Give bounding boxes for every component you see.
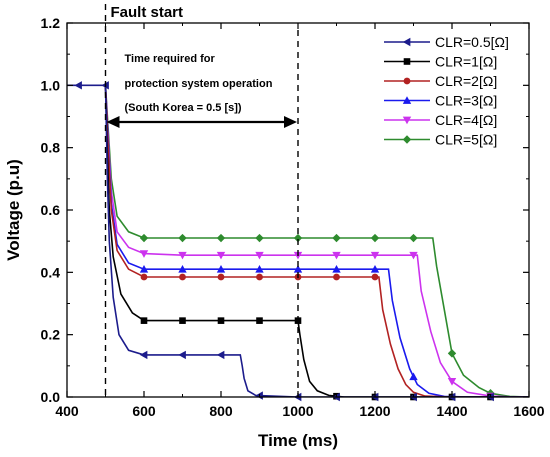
series-0-point-4 [216, 350, 225, 360]
series-2-point-2 [217, 273, 225, 281]
series-3-point-5 [332, 265, 341, 273]
series-3-point-3 [255, 265, 264, 273]
series-3-point-2 [216, 265, 226, 273]
annotations-layer: Fault start Time required for protection… [104, 4, 299, 397]
series-1-point-3 [256, 317, 263, 324]
series-4-point-1 [178, 251, 187, 260]
series-5-point-3 [255, 233, 264, 243]
series-1-point-2 [217, 317, 225, 324]
fault-start-label: Fault start [111, 4, 184, 21]
legend-label-4: CLR=4[Ω] [435, 112, 497, 128]
y-tick-label-1: 0.2 [41, 327, 61, 343]
series-5-point-0 [139, 233, 149, 243]
x-tick-label-1: 600 [132, 403, 156, 419]
series-2-point-1 [179, 273, 186, 281]
series-3-point-6 [370, 265, 380, 273]
legend-marker-0 [402, 37, 411, 47]
legend-marker-2 [403, 77, 411, 85]
x-tick-label-6: 1600 [513, 403, 544, 419]
series-3-point-0 [139, 265, 149, 273]
series-1-point-0 [140, 317, 148, 324]
x-tick-label-5: 1400 [436, 403, 467, 419]
series-5-point-6 [370, 233, 380, 243]
axes-layer: 400 600 800 1000 1200 1400 1600 0.0 0.2 0.4 0.6 0.8… [41, 15, 545, 419]
y-axis-title: Voltage (p.u) [4, 159, 23, 261]
series-3-point-1 [178, 265, 187, 273]
y-tick-label-5: 1.0 [41, 77, 61, 93]
x-axis-title: Time (ms) [258, 431, 338, 450]
y-tick-label-0: 0.0 [41, 389, 61, 405]
x-tick-label-3: 1000 [282, 403, 313, 419]
legend: CLR=0.5[Ω] CLR=1[Ω] CLR=2[Ω] CLR=3[Ω] CLR=4[… [384, 34, 509, 148]
series-4-point-2 [216, 251, 226, 260]
series-5-point-5 [332, 233, 341, 243]
series-5-point-2 [216, 233, 226, 243]
legend-marker-3 [402, 96, 412, 104]
series-4-point-3 [255, 251, 264, 260]
legend-marker-1 [403, 58, 411, 65]
series-0-point-3 [178, 350, 186, 360]
series-4-point-7 [409, 251, 418, 260]
series-4-point-6 [370, 251, 380, 260]
series-5-point-4 [293, 233, 303, 243]
series-2-point-6 [371, 273, 379, 281]
series-3-point-7 [409, 372, 418, 381]
legend-label-3: CLR=3[Ω] [435, 93, 497, 109]
series-4-point-5 [332, 251, 341, 260]
series-2-point-0 [140, 273, 148, 281]
protection-text-line3: (South Korea = 0.5 [s]) [125, 102, 242, 114]
series-3-point-4 [293, 265, 303, 273]
series-line-4 [104, 85, 529, 397]
series-2-point-3 [256, 273, 263, 281]
y-tick-label-6: 1.2 [41, 15, 61, 31]
series-5-point-7 [409, 233, 418, 243]
series-2-point-5 [333, 273, 340, 281]
protection-text-line1: Time required for [125, 53, 216, 65]
series-5-point-1 [178, 233, 187, 243]
legend-label-5: CLR=5[Ω] [435, 132, 497, 148]
x-tick-label-4: 1200 [359, 403, 390, 419]
series-markers-layer [74, 81, 495, 402]
series-line-5 [104, 85, 529, 397]
legend-label-0: CLR=0.5[Ω] [435, 34, 509, 50]
legend-marker-5 [402, 135, 412, 144]
y-tick-label-3: 0.6 [41, 202, 61, 218]
series-0-point-2 [139, 350, 148, 360]
duration-arrow-left-head [106, 116, 120, 128]
protection-text-line2: protection system operation [125, 78, 273, 90]
legend-marker-4 [402, 116, 412, 125]
series-4-point-8 [447, 378, 457, 386]
y-tick-label-4: 0.8 [41, 140, 61, 156]
y-tick-label-2: 0.4 [41, 264, 61, 280]
legend-label-1: CLR=1[Ω] [435, 54, 497, 70]
duration-arrow-right-head [284, 116, 297, 128]
x-tick-label-0: 400 [55, 403, 79, 419]
series-line-1 [104, 85, 529, 397]
series-4-point-0 [139, 250, 149, 258]
series-0-point-0 [74, 81, 82, 90]
legend-label-2: CLR=2[Ω] [435, 73, 497, 89]
x-tick-label-2: 800 [209, 403, 233, 419]
series-1-point-1 [179, 317, 186, 324]
series-5-point-8 [447, 349, 457, 358]
